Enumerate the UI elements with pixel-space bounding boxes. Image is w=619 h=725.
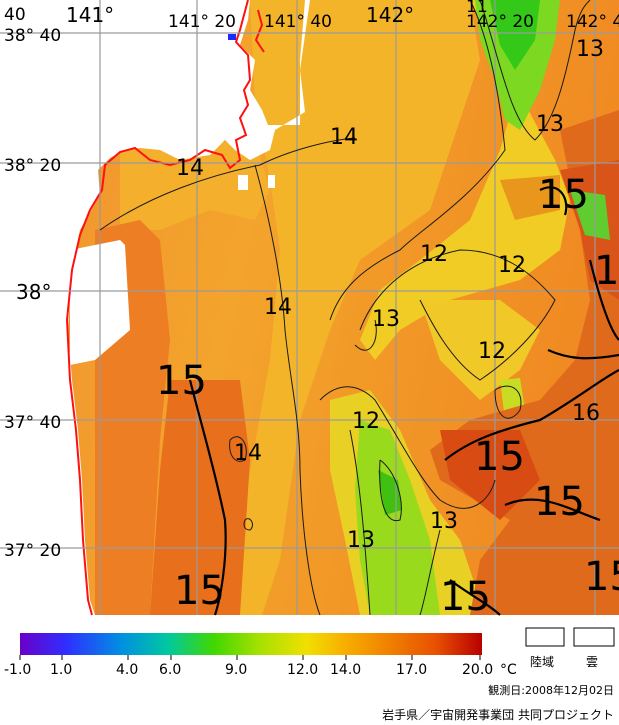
scale-tick-label: 14.0 <box>330 662 361 678</box>
coordinate-labels: 40 141° 141° 20 141° 40 142° 142° 20 142… <box>4 0 619 561</box>
scale-tick-label: 9.0 <box>225 662 247 678</box>
isotherm-label: 15 <box>474 434 525 480</box>
isotherm-label: 12 <box>420 242 448 267</box>
isotherm-label: 14 <box>330 125 358 150</box>
isotherm-label: 16 <box>572 401 600 426</box>
isotherm-label: 14 <box>176 156 204 181</box>
lon-label: 141° 20 <box>168 12 236 32</box>
lat-label: 38° <box>16 280 51 304</box>
land-legend-label: 陸域 <box>530 655 554 669</box>
isotherm-label: 15 <box>584 554 619 600</box>
unit-label: °C <box>500 662 517 678</box>
isotherm-label: 12 <box>498 253 526 278</box>
isotherm-label: 15 <box>174 568 225 614</box>
lon-label: 142° 20 <box>466 12 534 32</box>
lon-label: 142° <box>366 3 414 27</box>
isotherm-label: 13 <box>347 528 375 553</box>
lat-label: 37° 20 <box>4 541 61 561</box>
isotherm-label: 14 <box>264 295 292 320</box>
observation-date: 観測日:2008年12月02日 <box>488 683 614 697</box>
edge-lon-label: 40 <box>4 5 26 25</box>
isotherm-label: 13 <box>536 112 564 137</box>
legend: -1.0 1.0 4.0 6.0 9.0 12.0 14.0 17.0 20.0… <box>4 627 615 678</box>
scale-tick-label: 6.0 <box>159 662 181 678</box>
isotherm-label: 15 <box>156 358 207 404</box>
isotherm-label: 13 <box>430 509 458 534</box>
blue-marker-icon <box>228 34 236 40</box>
isotherm-label: 14 <box>234 441 262 466</box>
project-credit: 岩手県／宇宙開発事業団 共同プロジェクト <box>382 707 614 722</box>
isotherm-label: 13 <box>372 307 400 332</box>
lat-label: 38° 40 <box>4 26 61 46</box>
isotherm-label: 13 <box>576 37 604 62</box>
land-swatch <box>525 627 565 647</box>
isotherm-label: 12 <box>478 339 506 364</box>
sea-surface-temperature-field <box>0 0 619 615</box>
lat-label: 38° 20 <box>4 156 61 176</box>
coastline <box>65 0 252 616</box>
isotherm-label: 12 <box>352 409 380 434</box>
lon-label: 141° <box>66 3 114 27</box>
scale-tick-label: 4.0 <box>116 662 138 678</box>
cloud-swatch <box>573 627 615 647</box>
cloud-legend-label: 雲 <box>586 655 598 669</box>
scale-tick-label: -1.0 <box>4 662 31 678</box>
color-scale-bar <box>20 633 482 655</box>
scale-tick-label: 20.0 <box>462 662 493 678</box>
isotherm-lines <box>99 0 591 616</box>
lon-label: 141° 40 <box>264 12 332 32</box>
edge-partial-label: 11 <box>466 0 488 17</box>
isotherm-label: 15 <box>594 248 619 294</box>
lat-label: 37° 40 <box>4 413 61 433</box>
isotherm-15-lines <box>188 186 619 616</box>
isotherm-label: 15 <box>440 574 491 620</box>
isotherm-labels: 14 14 14 14 13 13 13 13 13 12 12 12 12 1… <box>156 37 619 620</box>
graticule <box>0 0 619 615</box>
scale-tick-label: 1.0 <box>50 662 72 678</box>
lon-label: 142° 40 <box>566 12 619 32</box>
scale-tick-label: 17.0 <box>396 662 427 678</box>
isotherm-label: 15 <box>538 172 589 218</box>
isotherm-label: 15 <box>534 479 585 525</box>
scale-tick-label: 12.0 <box>287 662 318 678</box>
